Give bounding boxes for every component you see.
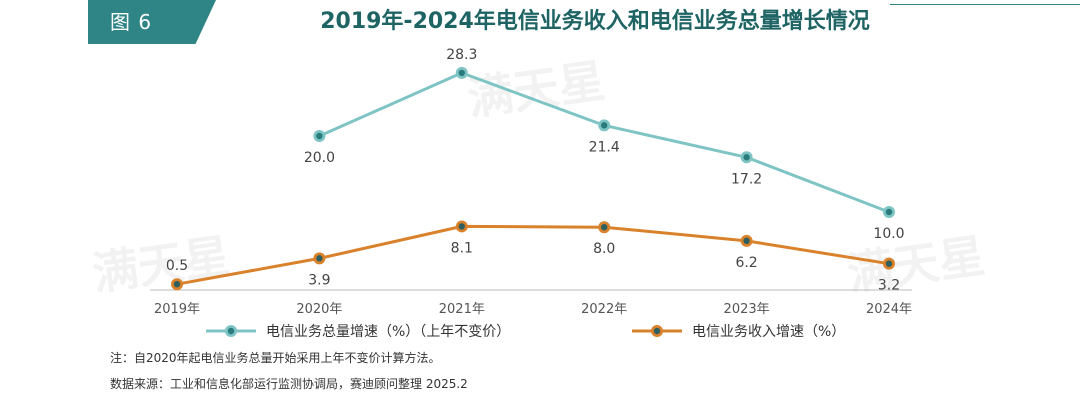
data-point-inner [458, 223, 465, 230]
x-tick-label: 2021年 [439, 302, 485, 317]
data-label: 8.1 [451, 240, 473, 256]
data-point-inner [316, 255, 323, 262]
series-line [176, 224, 890, 286]
legend-label: 电信业务收入增速（%） [692, 324, 845, 340]
data-point-inner [601, 224, 608, 231]
legend-marker-inner [227, 327, 235, 335]
data-label: 28.3 [446, 47, 477, 63]
x-tick-label: 2020年 [296, 302, 342, 317]
data-point-inner [743, 154, 750, 161]
data-label: 6.2 [735, 255, 757, 271]
footnote: 注：自2020年起电信业务总量开始采用上年不变价计算方法。 [110, 351, 441, 365]
data-label: 0.5 [166, 258, 188, 274]
header-rule [890, 4, 1080, 5]
data-label: 17.2 [731, 171, 762, 187]
data-point-inner [173, 281, 181, 288]
x-tick-label: 2024年 [866, 302, 912, 317]
x-tick-label: 2022年 [581, 302, 627, 317]
data-label: 8.0 [593, 241, 615, 257]
data-label: 10.0 [873, 226, 904, 242]
x-tick-label: 2019年 [154, 302, 200, 317]
data-point-inner [885, 260, 893, 267]
chart-title: 2019年-2024年电信业务收入和电信业务总量增长情况 [320, 9, 870, 34]
watermark-text: 满天星 [464, 53, 608, 126]
data-point-inner [458, 69, 465, 77]
data-label: 3.2 [878, 278, 900, 294]
data-point-inner [316, 132, 323, 140]
header-bar: 图 6 2019年-2024年电信业务收入和电信业务总量增长情况 [0, 0, 1080, 44]
x-tick-label: 2023年 [724, 302, 770, 317]
legend-marker-inner [653, 327, 661, 335]
data-point-inner [601, 122, 608, 129]
legend-label: 电信业务总量增速（%）（上年不变价） [266, 324, 510, 340]
source-note: 数据来源：工业和信息化部运行监测协调局，赛迪顾问整理 2025.2 [110, 377, 468, 391]
data-point-inner [885, 208, 893, 216]
data-point-inner [743, 237, 750, 245]
figure-badge: 图 6 [88, 0, 216, 44]
data-label: 20.0 [304, 150, 335, 166]
data-label: 3.9 [308, 272, 330, 288]
data-label: 21.4 [589, 139, 620, 155]
